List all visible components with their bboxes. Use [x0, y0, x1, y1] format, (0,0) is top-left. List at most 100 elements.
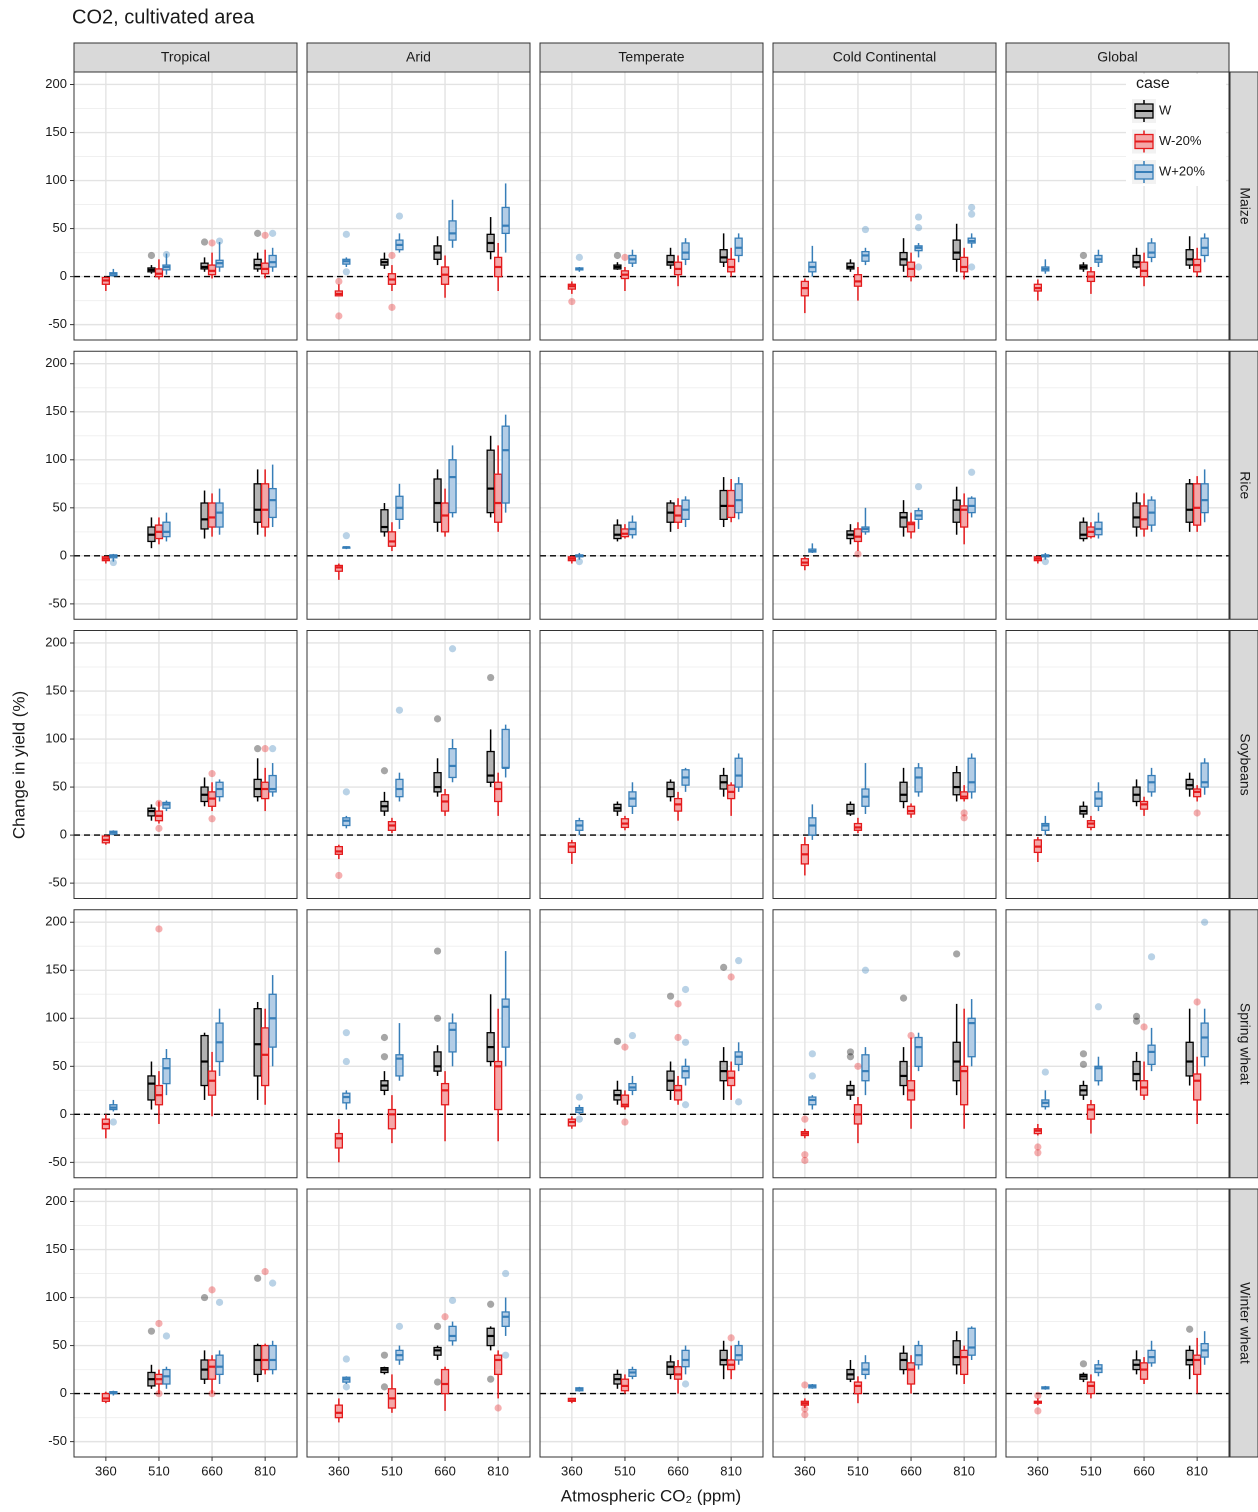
panel-background [1006, 909, 1229, 1178]
box [959, 256, 969, 273]
outlier [162, 250, 171, 259]
box [1132, 1060, 1141, 1082]
outlier [215, 1298, 224, 1306]
box [387, 1108, 397, 1130]
outlier [335, 871, 343, 880]
outlier [1132, 1012, 1141, 1020]
outlier [269, 1279, 277, 1287]
legend-label: W-20% [1159, 133, 1202, 148]
x-tick-label: 360 [561, 1463, 583, 1478]
x-tick-label: 810 [720, 1463, 742, 1478]
panel [1005, 1188, 1230, 1458]
outlier [801, 1156, 809, 1165]
panel-border [1005, 630, 1230, 899]
box [387, 531, 397, 547]
y-tick-label: 150 [45, 1241, 67, 1256]
box [1079, 521, 1088, 540]
box [726, 258, 736, 273]
outlier [342, 1383, 350, 1391]
box [726, 489, 736, 519]
box [1200, 1022, 1209, 1058]
outlier [1034, 1149, 1042, 1157]
panel-border [73, 350, 298, 620]
box [1139, 261, 1149, 278]
outlier [254, 1274, 262, 1282]
box [493, 1354, 503, 1376]
outlier [968, 210, 976, 218]
outlier [433, 1014, 442, 1022]
panel-border [772, 909, 997, 1179]
outlier [1034, 1143, 1042, 1151]
box [673, 505, 683, 523]
outlier [147, 1327, 156, 1335]
row-strip-label: Rice [1237, 471, 1253, 499]
box [260, 483, 270, 528]
box [734, 757, 743, 788]
box [952, 499, 961, 523]
panel-border [772, 1188, 997, 1458]
panel-background [540, 1189, 763, 1457]
outlier [200, 238, 209, 246]
outlier [854, 1062, 862, 1070]
outlier [215, 237, 224, 245]
outlier [1041, 1068, 1049, 1076]
box [681, 1349, 690, 1368]
y-tick-label: 0 [60, 268, 67, 283]
box [493, 1060, 503, 1111]
box [1147, 774, 1156, 793]
row-strip [1229, 71, 1258, 341]
panel [1005, 630, 1230, 899]
panel-border [73, 630, 298, 899]
box [260, 1344, 270, 1371]
outlier [613, 1037, 622, 1045]
box [899, 1352, 908, 1371]
y-tick-label: 100 [45, 1010, 67, 1025]
panel-background [74, 630, 297, 899]
box [207, 1359, 217, 1380]
outlier [613, 251, 622, 260]
box [1147, 1044, 1156, 1066]
outlier [155, 1390, 163, 1398]
box [967, 1327, 976, 1356]
box [433, 1051, 442, 1072]
box [1185, 1349, 1194, 1366]
column-strip-label: Tropical [161, 49, 210, 65]
y-tick-label: -50 [48, 875, 67, 890]
column-strip [539, 42, 764, 73]
y-tick-label: 0 [60, 1385, 67, 1400]
outlier [380, 767, 389, 775]
panel-border [73, 1188, 298, 1458]
x-tick-label: 660 [1133, 1463, 1155, 1478]
legend-label: W [1159, 102, 1172, 117]
box [846, 803, 855, 815]
outlier [666, 992, 675, 1000]
box [1185, 249, 1194, 266]
column-strip-label: Temperate [618, 49, 684, 65]
outlier [1132, 1017, 1141, 1025]
box [952, 239, 961, 260]
outlier [433, 1322, 442, 1330]
outlier [155, 799, 163, 808]
outlier [502, 1351, 510, 1359]
y-tick-label: -50 [48, 1433, 67, 1448]
outlier [200, 1293, 209, 1302]
y-tick-label: -50 [48, 316, 67, 331]
outlier [628, 1031, 637, 1040]
outlier [621, 253, 629, 261]
outlier [914, 483, 923, 491]
box [162, 521, 171, 538]
panel [539, 350, 764, 620]
panel [772, 1188, 997, 1458]
panel-border [539, 630, 764, 899]
outlier [380, 1033, 389, 1042]
x-tick-label: 360 [95, 1463, 117, 1478]
outlier [953, 950, 961, 958]
outlier [801, 1115, 809, 1123]
x-tick-label: 660 [900, 1463, 922, 1478]
outlier [269, 745, 277, 753]
outlier [861, 966, 870, 974]
x-tick-label: 510 [1080, 1463, 1102, 1478]
x-tick-label: 810 [1186, 1463, 1208, 1478]
y-tick-label: -50 [48, 1154, 67, 1169]
box [666, 254, 675, 266]
